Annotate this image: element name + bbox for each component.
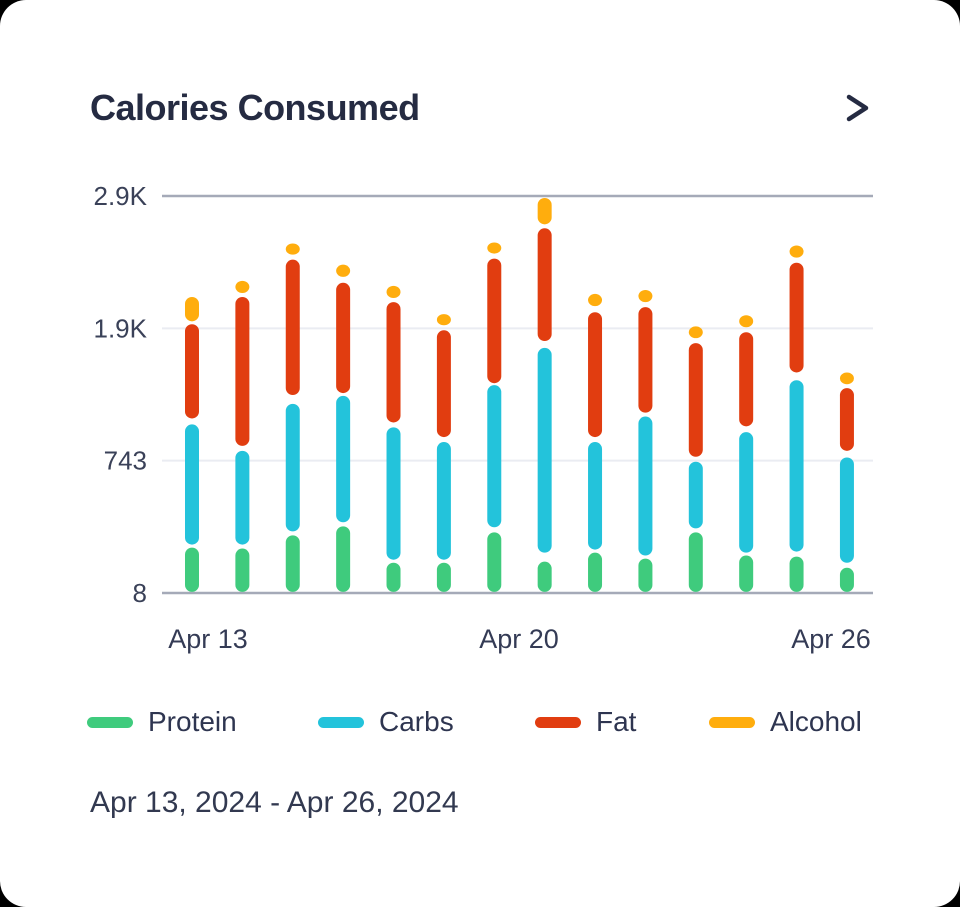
bar-segment-fat[interactable] xyxy=(688,343,703,457)
bar-segment-alcohol[interactable] xyxy=(185,296,199,322)
bar-segment-alcohol[interactable] xyxy=(336,264,351,277)
bar-segment-alcohol[interactable] xyxy=(839,372,854,385)
bar-segment-carbs[interactable] xyxy=(638,416,653,556)
bar-segment-protein[interactable] xyxy=(739,555,754,592)
bar-segment-fat[interactable] xyxy=(588,312,603,438)
alcohol-swatch-icon xyxy=(709,716,755,728)
bar-segment-protein[interactable] xyxy=(487,532,502,592)
bar-apr-13[interactable] xyxy=(185,296,199,592)
chevron-right-icon[interactable] xyxy=(844,86,872,130)
bar-segment-alcohol[interactable] xyxy=(688,326,703,339)
bar-segment-alcohol[interactable] xyxy=(588,293,603,307)
bar-segment-alcohol[interactable] xyxy=(789,245,804,258)
bar-segment-carbs[interactable] xyxy=(588,442,603,550)
bar-apr-16[interactable] xyxy=(336,264,351,592)
fat-swatch-icon xyxy=(535,716,581,728)
bar-apr-25[interactable] xyxy=(789,245,804,592)
bar-apr-22[interactable] xyxy=(638,289,653,592)
legend-item-carbs[interactable]: Carbs xyxy=(318,702,454,742)
bar-segment-protein[interactable] xyxy=(235,548,250,592)
bar-segment-alcohol[interactable] xyxy=(436,314,451,326)
x-tick-label-apr-20: Apr 20 xyxy=(479,624,559,654)
bar-segment-protein[interactable] xyxy=(537,561,552,592)
bar-segment-protein[interactable] xyxy=(839,567,854,592)
legend-item-protein[interactable]: Protein xyxy=(87,702,237,742)
bar-apr-17[interactable] xyxy=(386,285,401,592)
protein-swatch-icon xyxy=(87,716,133,728)
bar-segment-carbs[interactable] xyxy=(537,347,552,553)
x-tick-label-apr-26: Apr 26 xyxy=(791,624,871,654)
bar-segment-protein[interactable] xyxy=(436,562,451,592)
bar-segment-fat[interactable] xyxy=(235,296,250,446)
bar-segment-alcohol[interactable] xyxy=(285,243,300,255)
date-range-label: Apr 13, 2024 - Apr 26, 2024 xyxy=(90,786,459,819)
bar-segment-carbs[interactable] xyxy=(235,450,250,545)
bar-segment-carbs[interactable] xyxy=(185,424,199,545)
bar-segment-carbs[interactable] xyxy=(487,385,502,528)
legend-item-fat[interactable]: Fat xyxy=(535,702,636,742)
bar-segment-alcohol[interactable] xyxy=(537,197,552,225)
bar-segment-carbs[interactable] xyxy=(386,427,401,560)
bar-segment-fat[interactable] xyxy=(487,258,502,384)
bar-apr-19[interactable] xyxy=(487,242,502,592)
bar-segment-protein[interactable] xyxy=(336,526,351,592)
bar-segment-fat[interactable] xyxy=(537,228,552,342)
bar-apr-23[interactable] xyxy=(688,326,703,592)
bar-segment-fat[interactable] xyxy=(638,307,653,413)
bar-segment-protein[interactable] xyxy=(185,547,199,592)
bar-apr-21[interactable] xyxy=(588,293,603,592)
carbs-swatch-icon xyxy=(318,716,364,728)
bar-segment-carbs[interactable] xyxy=(739,432,754,553)
legend-label-carbs: Carbs xyxy=(379,706,454,737)
bar-segment-alcohol[interactable] xyxy=(235,280,250,294)
card-header: Calories Consumed xyxy=(90,82,872,134)
bar-segment-protein[interactable] xyxy=(588,552,603,592)
bar-segment-fat[interactable] xyxy=(336,282,351,394)
x-tick-label-apr-13: Apr 13 xyxy=(168,624,248,654)
bar-segment-protein[interactable] xyxy=(285,535,300,592)
bar-segment-carbs[interactable] xyxy=(839,457,854,563)
legend-label-fat: Fat xyxy=(596,706,637,737)
y-tick-label-1.9K: 1.9K xyxy=(94,313,148,343)
bar-segment-fat[interactable] xyxy=(789,262,804,373)
bar-segment-alcohol[interactable] xyxy=(739,315,754,328)
bar-apr-15[interactable] xyxy=(285,243,300,592)
bar-segment-protein[interactable] xyxy=(386,562,401,592)
bar-segment-alcohol[interactable] xyxy=(638,289,653,303)
page-title: Calories Consumed xyxy=(90,87,420,128)
bar-segment-protein[interactable] xyxy=(638,558,653,592)
bar-segment-fat[interactable] xyxy=(436,330,451,438)
bar-apr-20[interactable] xyxy=(537,197,552,592)
bar-apr-26[interactable] xyxy=(839,372,854,592)
bar-segment-carbs[interactable] xyxy=(285,403,300,532)
y-tick-label-743: 743 xyxy=(104,446,147,476)
legend-item-alcohol[interactable]: Alcohol xyxy=(709,702,862,742)
bar-segment-fat[interactable] xyxy=(386,302,401,423)
bar-segment-carbs[interactable] xyxy=(436,442,451,560)
bar-segment-fat[interactable] xyxy=(285,259,300,396)
bar-segment-carbs[interactable] xyxy=(688,461,703,529)
legend-label-protein: Protein xyxy=(148,706,237,737)
bar-segment-fat[interactable] xyxy=(185,324,199,419)
bar-apr-24[interactable] xyxy=(739,315,754,592)
bar-segment-fat[interactable] xyxy=(739,332,754,427)
chart-legend: Protein Carbs Fat Alcohol xyxy=(0,702,960,742)
y-tick-label-2.9K: 2.9K xyxy=(94,181,148,211)
bar-apr-18[interactable] xyxy=(436,314,451,592)
bar-segment-alcohol[interactable] xyxy=(487,242,502,254)
bar-apr-14[interactable] xyxy=(235,280,250,592)
legend-label-alcohol: Alcohol xyxy=(770,706,862,737)
bar-segment-carbs[interactable] xyxy=(789,380,804,552)
y-tick-label-8: 8 xyxy=(133,578,147,608)
bar-segment-protein[interactable] xyxy=(688,532,703,592)
bar-segment-fat[interactable] xyxy=(839,388,854,451)
bar-segment-protein[interactable] xyxy=(789,556,804,592)
bar-segment-carbs[interactable] xyxy=(336,395,351,523)
bar-segment-alcohol[interactable] xyxy=(386,285,401,299)
